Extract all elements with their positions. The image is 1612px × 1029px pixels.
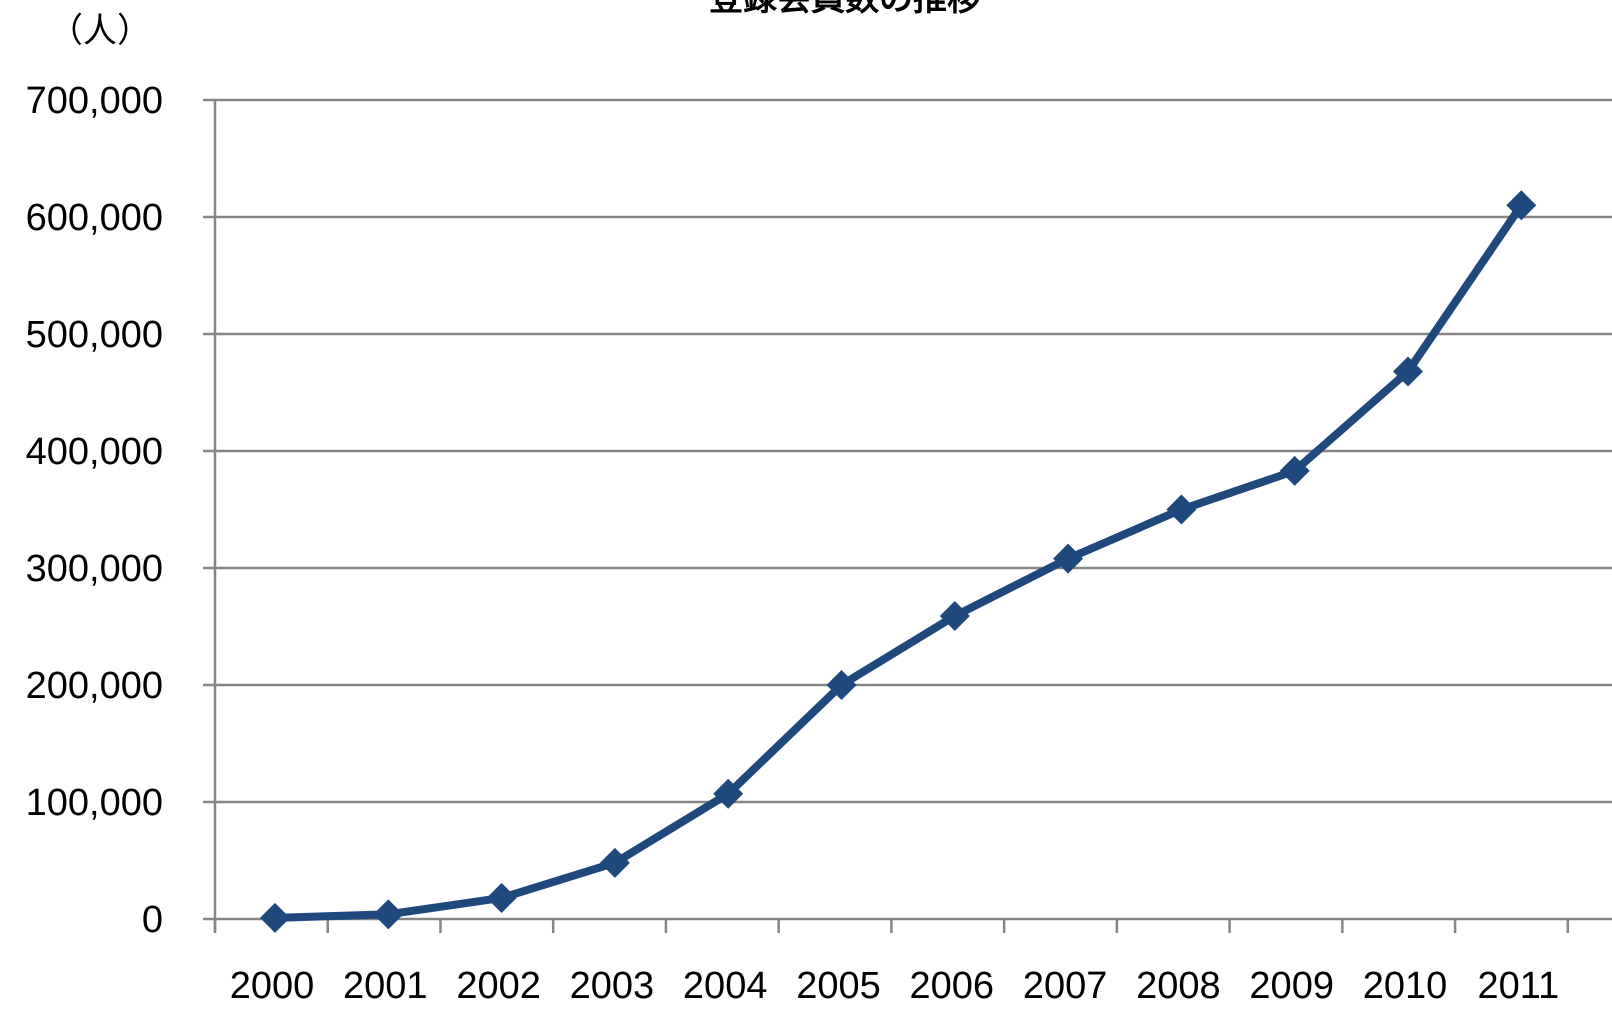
data-point-marker [599, 847, 630, 878]
y-tick-label: 0 [142, 899, 163, 941]
x-tick-labels: 2000 2001 2002 2003 2004 2005 2006 2007 2008 2009… [230, 965, 1559, 1007]
data-point-marker [373, 899, 404, 930]
data-point-marker [939, 600, 970, 631]
data-point-marker [260, 902, 290, 933]
x-tick-label: 2001 [343, 965, 428, 1007]
data-point-marker [1506, 190, 1537, 221]
x-tick-label: 2009 [1249, 965, 1334, 1007]
x-tick-label: 2006 [910, 965, 995, 1007]
y-tick-label: 600,000 [26, 197, 163, 239]
series-line [271, 201, 1526, 922]
x-tick-label: 2000 [230, 965, 315, 1007]
chart-title: 登録会員数の推移 [708, 0, 981, 19]
y-tick-label: 300,000 [26, 548, 163, 590]
data-point-marker [1166, 494, 1197, 525]
data-point-marker [1279, 455, 1310, 486]
y-tick-label: 200,000 [26, 665, 163, 707]
series-layer [260, 190, 1537, 933]
y-axis-unit-label: （人） [49, 11, 151, 51]
x-tick-label: 2002 [456, 965, 541, 1007]
y-tick-labels: 0 100,000 200,000 300,000 400,000 500,000 600,… [26, 80, 163, 941]
y-tick-label: 400,000 [26, 431, 163, 473]
x-tick-label: 2004 [683, 965, 768, 1007]
x-tick-label: 2011 [1477, 965, 1559, 1007]
y-tick-label: 700,000 [26, 80, 163, 122]
data-point-marker [713, 778, 744, 809]
data-point-marker [486, 882, 517, 913]
x-tick-label: 2005 [796, 965, 881, 1007]
x-tick-label: 2003 [570, 965, 655, 1007]
x-tick-label: 2008 [1136, 965, 1221, 1007]
data-point-marker [1393, 356, 1423, 387]
x-tick-label: 2007 [1023, 965, 1108, 1007]
y-tick-label: 100,000 [26, 782, 163, 824]
data-point-marker [1053, 543, 1084, 574]
y-tick-label: 500,000 [26, 314, 163, 356]
data-point-marker [826, 670, 857, 700]
gridlines [215, 98, 1612, 804]
x-tick-label: 2010 [1363, 965, 1448, 1007]
axes [203, 98, 1612, 933]
